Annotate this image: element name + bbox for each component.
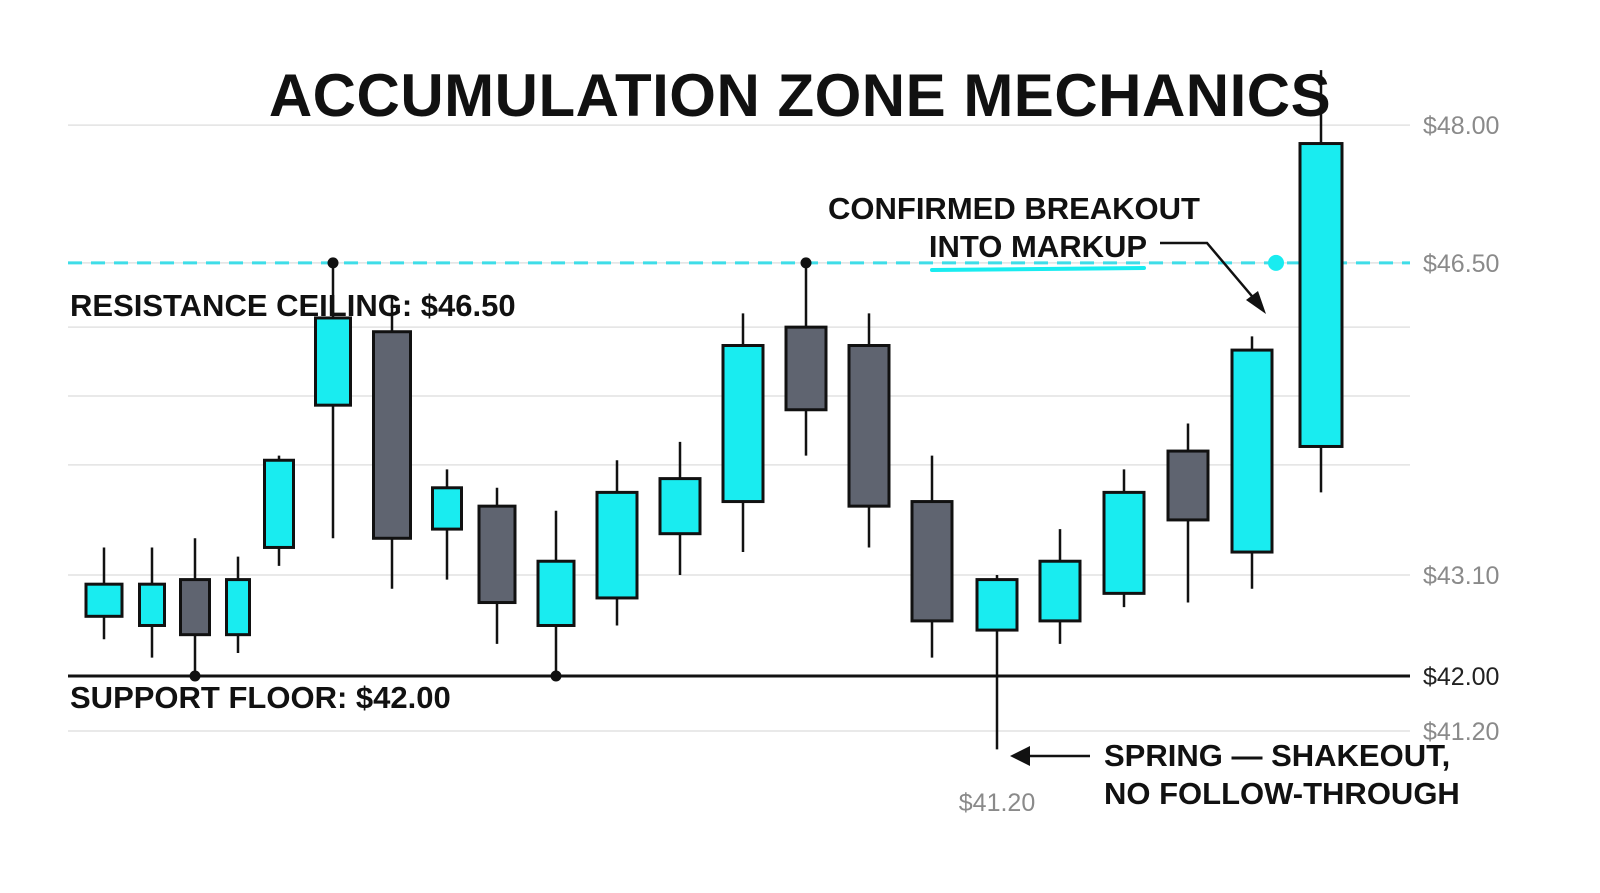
y-tick-label: $46.50	[1423, 250, 1499, 278]
candle-body	[1298, 142, 1344, 448]
y-tick-label: $41.20	[1423, 718, 1499, 746]
candle-body	[138, 582, 166, 627]
resistance-label: RESISTANCE CEILING: $46.50	[70, 288, 516, 323]
candle	[1298, 70, 1344, 493]
candle-body	[595, 490, 639, 600]
candle-body	[847, 344, 891, 508]
spring-label-line1: SPRING — SHAKEOUT,	[1104, 738, 1450, 773]
level-touch-marker	[800, 257, 812, 269]
y-axis-ticks: $48.00 $46.50 $43.10 $42.00 $41.20	[1423, 112, 1499, 746]
candle	[263, 455, 295, 566]
candle	[847, 313, 891, 548]
candle	[658, 441, 702, 575]
candle	[1166, 423, 1210, 603]
breakout-label-line2: INTO MARKUP	[929, 229, 1147, 264]
candle-body	[225, 578, 251, 637]
candle-body	[372, 330, 412, 540]
support-label: SUPPORT FLOOR: $42.00	[70, 680, 451, 715]
candle	[910, 455, 954, 658]
candle-body	[1038, 559, 1082, 623]
spring-price-label: $41.20	[959, 789, 1035, 817]
candle-body	[975, 578, 1019, 632]
candle-body	[477, 504, 517, 605]
candles	[84, 70, 1344, 750]
y-tick-label: $43.10	[1423, 562, 1499, 590]
candle-body	[536, 559, 576, 627]
y-tick-label: $42.00	[1423, 663, 1499, 691]
candle	[721, 313, 765, 553]
candle-body	[721, 344, 765, 504]
breakout-annotation: CONFIRMED BREAKOUT INTO MARKUP	[828, 191, 1266, 314]
candle-body	[431, 486, 463, 531]
candle	[1230, 336, 1274, 589]
spring-label-line2: NO FOLLOW-THROUGH	[1104, 776, 1460, 811]
spring-annotation: SPRING — SHAKEOUT, NO FOLLOW-THROUGH $41…	[959, 738, 1460, 817]
candle-body	[314, 316, 352, 407]
candle	[784, 262, 828, 456]
candle-body	[658, 477, 702, 536]
level-touch-marker	[550, 670, 562, 682]
candle	[372, 295, 412, 589]
candle-body	[1230, 348, 1274, 554]
level-touch-marker	[327, 257, 339, 269]
candle	[84, 547, 124, 640]
breakout-label-line1: CONFIRMED BREAKOUT	[828, 191, 1200, 226]
candle	[536, 510, 576, 676]
level-touch-marker	[189, 670, 201, 682]
candle	[975, 575, 1019, 750]
candle	[477, 487, 517, 644]
candle-body	[784, 325, 828, 412]
candle	[138, 547, 166, 658]
candle	[431, 469, 463, 580]
candle-body	[910, 500, 954, 623]
level-touch-markers	[189, 254, 1284, 682]
y-tick-label: $48.00	[1423, 112, 1499, 140]
candle	[179, 538, 211, 676]
candle	[595, 460, 639, 626]
chart-title: ACCUMULATION ZONE MECHANICS	[269, 62, 1331, 129]
candle-body	[84, 582, 124, 618]
candle	[314, 262, 352, 539]
price-levels	[68, 261, 1410, 678]
spring-arrowhead-icon	[1010, 746, 1030, 766]
candle-body	[179, 578, 211, 637]
candle-body	[1102, 490, 1146, 595]
breakout-point-marker	[1268, 254, 1284, 271]
breakout-underline	[930, 266, 1146, 272]
candle	[225, 556, 251, 654]
candle-body	[263, 458, 295, 549]
breakout-arrow	[1160, 241, 1263, 309]
candle	[1102, 469, 1146, 608]
candle-body	[1166, 449, 1210, 522]
candle	[1038, 529, 1082, 644]
breakout-arrowhead-icon	[1246, 291, 1266, 314]
